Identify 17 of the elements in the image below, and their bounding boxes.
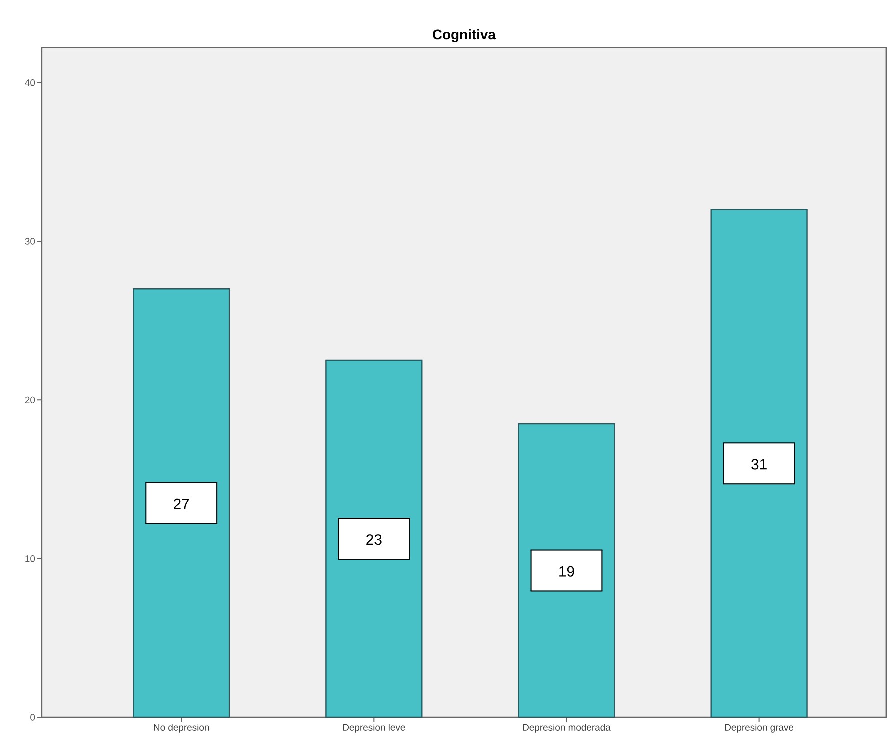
bar [133, 288, 230, 718]
y-tick-label: 20 [25, 396, 36, 404]
annotation: 19 [560, 566, 574, 577]
y-tick-label: 30 [25, 238, 36, 245]
annotation: 31 [752, 458, 767, 470]
x-tick-label: Depresion moderada [523, 724, 611, 733]
y-tick-label: 10 [26, 555, 36, 562]
x-tick-label: Depresion leve [343, 724, 406, 733]
bar [710, 208, 808, 718]
chart-title: Cognitiva [433, 29, 496, 42]
y-tick-label: 40 [25, 79, 36, 86]
bar [326, 360, 423, 718]
y-tick-label: 0 [30, 714, 36, 721]
x-tick-label: No depresion [154, 724, 210, 733]
x-tick-label: Depresion grave [725, 724, 794, 733]
annotation: 27 [174, 498, 190, 510]
annotation: 23 [366, 534, 382, 545]
